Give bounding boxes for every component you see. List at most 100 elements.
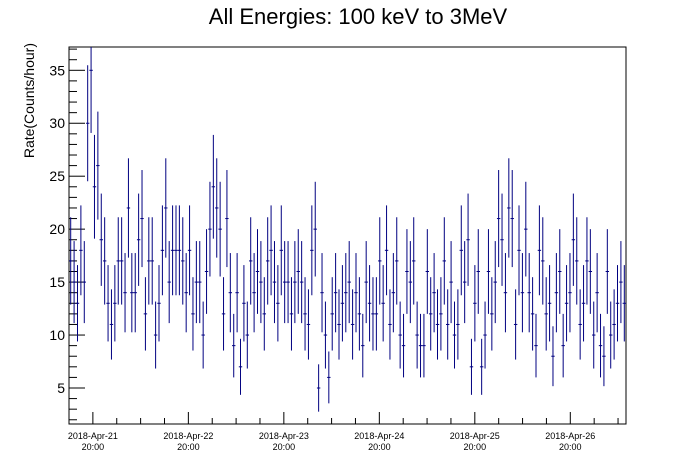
data-point xyxy=(269,205,273,296)
data-point xyxy=(602,326,606,387)
data-point xyxy=(558,229,562,314)
data-point xyxy=(449,241,453,324)
data-point xyxy=(429,277,433,351)
data-point xyxy=(167,241,171,324)
data-point xyxy=(235,253,239,333)
data-point xyxy=(476,229,480,314)
data-point xyxy=(181,217,185,305)
x-tick-label-date: 2018-Apr-21 xyxy=(68,431,118,441)
data-point xyxy=(221,277,226,351)
data-point xyxy=(147,217,151,305)
data-point xyxy=(96,111,100,220)
data-point xyxy=(204,229,209,314)
data-point xyxy=(513,289,518,360)
data-point xyxy=(442,217,446,305)
data-point xyxy=(581,265,586,342)
y-tick-label: 25 xyxy=(49,168,65,184)
data-point xyxy=(347,241,351,324)
data-point xyxy=(592,301,596,369)
data-point xyxy=(534,313,538,378)
data-point xyxy=(578,289,582,360)
data-point xyxy=(310,205,314,296)
data-point xyxy=(160,205,165,296)
x-tick-label-time: 20:00 xyxy=(464,442,487,452)
data-point xyxy=(249,217,253,305)
data-point xyxy=(211,134,216,239)
data-point xyxy=(272,241,277,324)
data-point xyxy=(401,313,406,378)
data-point xyxy=(252,253,256,333)
data-point xyxy=(619,241,623,324)
data-point xyxy=(452,301,457,369)
data-point xyxy=(126,158,131,258)
data-point xyxy=(398,301,402,369)
data-point xyxy=(510,170,514,268)
data-point xyxy=(140,170,144,268)
data-point xyxy=(313,181,317,277)
data-point xyxy=(408,241,413,324)
data-point xyxy=(364,241,368,324)
x-tick-label-time: 20:00 xyxy=(559,442,582,452)
y-tick-label: 5 xyxy=(57,380,65,396)
data-point xyxy=(357,277,362,351)
data-point xyxy=(459,205,463,296)
data-point xyxy=(486,229,491,314)
data-point xyxy=(493,241,497,324)
data-point xyxy=(79,205,83,296)
data-point xyxy=(609,301,613,369)
y-axis: 5 10 15 20 25 30 35 xyxy=(49,48,85,421)
data-point xyxy=(69,217,73,305)
data-point xyxy=(293,241,297,324)
data-point xyxy=(405,229,409,314)
x-tick-label-time: 20:00 xyxy=(368,442,391,452)
data-point xyxy=(109,289,114,360)
data-point xyxy=(286,241,290,324)
data-point xyxy=(500,193,504,286)
data-point xyxy=(361,313,365,378)
data-point xyxy=(575,217,579,305)
data-point xyxy=(133,253,137,333)
data-point xyxy=(422,313,426,378)
data-point xyxy=(435,289,440,360)
data-point xyxy=(456,289,460,360)
data-point xyxy=(150,217,154,305)
data-point xyxy=(198,241,202,324)
data-point xyxy=(354,253,358,333)
data-point xyxy=(228,253,233,333)
data-point xyxy=(75,265,80,342)
y-tick-label: 30 xyxy=(49,115,65,131)
data-point xyxy=(378,217,382,305)
data-point xyxy=(598,313,603,378)
data-point xyxy=(412,217,416,305)
data-point xyxy=(333,253,338,333)
data-point xyxy=(496,170,501,268)
data-point xyxy=(530,277,535,351)
data-point xyxy=(289,277,294,351)
data-point xyxy=(232,313,236,378)
x-tick-label-time: 20:00 xyxy=(273,442,296,452)
plot-frame xyxy=(68,46,627,425)
data-point xyxy=(384,205,389,296)
data-point xyxy=(391,253,396,333)
data-point xyxy=(381,265,385,342)
data-point xyxy=(123,253,127,333)
data-point xyxy=(395,217,399,305)
data-point xyxy=(136,193,141,286)
data-point xyxy=(374,277,379,351)
data-point xyxy=(306,289,311,360)
data-point xyxy=(89,47,93,133)
data-point xyxy=(554,253,559,333)
x-tick-label-time: 20:00 xyxy=(177,442,200,452)
data-point xyxy=(337,289,341,360)
data-point xyxy=(194,241,199,324)
data-point xyxy=(323,301,328,369)
data-point xyxy=(483,301,487,369)
data-point xyxy=(415,301,419,369)
data-point xyxy=(242,265,246,342)
data-point xyxy=(595,253,599,333)
data-point xyxy=(561,313,565,378)
data-point xyxy=(153,301,158,369)
data-point xyxy=(327,351,331,404)
data-point xyxy=(316,364,321,412)
data-point xyxy=(517,205,521,296)
